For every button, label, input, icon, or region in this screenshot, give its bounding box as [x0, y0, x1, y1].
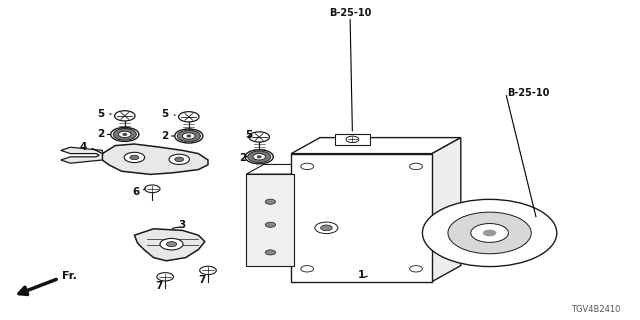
Circle shape	[115, 111, 135, 121]
Circle shape	[265, 222, 275, 227]
Circle shape	[257, 156, 261, 158]
Polygon shape	[61, 147, 102, 163]
Text: 2: 2	[239, 153, 247, 164]
Polygon shape	[102, 144, 208, 174]
Text: 6: 6	[132, 187, 140, 197]
Text: 1: 1	[358, 270, 365, 280]
Circle shape	[321, 225, 332, 231]
Bar	[246, 174, 294, 266]
Text: 2: 2	[161, 131, 169, 141]
Circle shape	[471, 224, 508, 242]
Polygon shape	[432, 138, 461, 282]
Text: Fr.: Fr.	[62, 271, 77, 282]
Polygon shape	[294, 164, 312, 266]
Circle shape	[315, 222, 338, 234]
Text: TGV4B2410: TGV4B2410	[572, 305, 621, 314]
Circle shape	[248, 151, 271, 163]
Text: 2: 2	[97, 129, 105, 140]
Text: 7: 7	[198, 275, 206, 285]
Circle shape	[265, 199, 275, 204]
Circle shape	[160, 238, 183, 250]
Circle shape	[253, 154, 266, 160]
Circle shape	[175, 129, 203, 143]
Circle shape	[111, 127, 139, 141]
Circle shape	[179, 112, 199, 122]
Circle shape	[124, 152, 145, 163]
Circle shape	[301, 266, 314, 272]
Circle shape	[175, 157, 184, 162]
Text: 3: 3	[179, 220, 186, 230]
Bar	[291, 154, 432, 282]
Circle shape	[113, 129, 136, 140]
Circle shape	[265, 250, 275, 255]
Circle shape	[249, 132, 269, 142]
Circle shape	[448, 212, 531, 254]
Text: 5: 5	[161, 109, 169, 119]
Polygon shape	[291, 138, 461, 154]
Circle shape	[245, 150, 273, 164]
Circle shape	[123, 133, 127, 135]
Circle shape	[410, 266, 422, 272]
Circle shape	[200, 266, 216, 275]
Text: 7: 7	[155, 281, 163, 292]
Circle shape	[145, 185, 160, 193]
Text: B-25-10: B-25-10	[507, 88, 549, 98]
Text: 5: 5	[244, 130, 252, 140]
Circle shape	[483, 230, 497, 236]
Circle shape	[169, 154, 189, 164]
Polygon shape	[335, 134, 371, 145]
Circle shape	[118, 131, 131, 138]
Circle shape	[422, 199, 557, 267]
Circle shape	[130, 155, 139, 160]
Circle shape	[166, 242, 177, 247]
Circle shape	[346, 136, 359, 143]
Circle shape	[182, 133, 195, 139]
Circle shape	[177, 130, 200, 142]
Circle shape	[301, 163, 314, 170]
Text: 4: 4	[79, 142, 87, 152]
Circle shape	[187, 135, 191, 137]
Polygon shape	[246, 164, 312, 174]
Polygon shape	[134, 229, 205, 261]
Text: 5: 5	[97, 108, 105, 119]
Text: B-25-10: B-25-10	[329, 8, 371, 19]
Circle shape	[157, 273, 173, 281]
Circle shape	[410, 163, 422, 170]
